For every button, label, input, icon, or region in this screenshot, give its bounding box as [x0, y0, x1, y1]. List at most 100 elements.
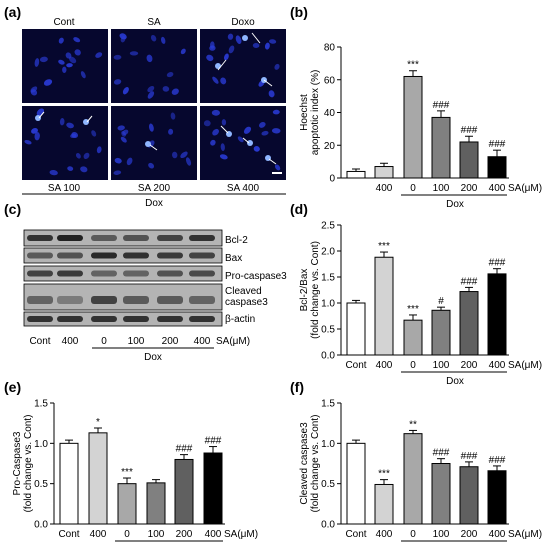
blot-band [123, 296, 149, 304]
chart-b: 0 20 40 60 80 Hoechstapoptotic index (%) 400 **… [299, 43, 542, 211]
bar [459, 141, 479, 179]
micro-label-sa100: SA 100 [48, 183, 81, 194]
nucleus [31, 128, 38, 134]
nucleus [120, 35, 126, 43]
blot-band [57, 296, 83, 304]
significance-label: ### [461, 125, 478, 136]
nucleus [259, 121, 266, 128]
nucleus [126, 157, 133, 166]
significance-label: *** [121, 467, 133, 478]
bar [346, 442, 366, 525]
nucleus [237, 136, 244, 143]
bar [403, 433, 423, 525]
significance-label: ### [205, 436, 222, 447]
apoptotic-nucleus [242, 35, 248, 41]
nucleus [39, 56, 48, 63]
nucleus [34, 58, 40, 67]
band-label-procaspase3: Pro-caspase3 [225, 271, 287, 282]
significance-label: * [96, 417, 100, 428]
nucleus [272, 109, 280, 115]
x-tick-label: 200 [176, 529, 193, 540]
nucleus [261, 130, 269, 136]
blot-band [91, 316, 117, 322]
band-label-bcl2: Bcl-2 [225, 235, 248, 246]
nucleus [67, 166, 74, 171]
x-tick-label: 200 [461, 183, 478, 194]
nucleus [96, 146, 102, 154]
nucleus [170, 112, 176, 120]
lane-label-0: 0 [101, 336, 107, 347]
significance-label: *** [407, 304, 419, 315]
micro-label-cont: Cont [53, 17, 74, 28]
lane-label-400: 400 [62, 336, 79, 347]
bar [403, 75, 423, 179]
blot-band [157, 252, 183, 259]
arrow [217, 59, 227, 71]
nucleus [71, 131, 79, 139]
nucleus [30, 89, 38, 96]
y-tick-label: 2.0 [321, 247, 335, 258]
y-tick-label: 0.5 [34, 479, 48, 490]
blot-strip [23, 283, 223, 311]
nucleus [220, 143, 225, 151]
arrow [251, 32, 261, 44]
apoptosis-arrows [38, 32, 277, 165]
significance-label: ### [461, 276, 478, 287]
x-tick-label: 400 [489, 360, 506, 371]
nucleus [120, 136, 127, 143]
bar [431, 116, 451, 179]
nucleus [269, 39, 277, 44]
blot-band [27, 270, 53, 277]
nucleus [34, 132, 40, 141]
band-label-caspase3: caspase3 [225, 297, 268, 308]
x-unit-label: SA(μM) [224, 529, 258, 540]
bar [346, 302, 366, 356]
x-tick-label: 400 [489, 183, 506, 194]
nucleus [180, 151, 188, 159]
x-tick-label: 400 [489, 529, 506, 540]
western-blot-panel: Bcl-2 Bax Pro-caspase3 Cleaved caspase3 … [23, 229, 287, 363]
nucleus [147, 86, 155, 93]
band-label-bax: Bax [225, 253, 242, 264]
nucleus [69, 56, 77, 64]
x-unit-label: SA(μM) [508, 529, 542, 540]
nucleus [150, 34, 157, 42]
x-tick-label: 100 [148, 529, 165, 540]
blot-dox-label: Dox [144, 352, 162, 363]
nucleus [210, 139, 216, 146]
arrow [149, 144, 158, 151]
nucleus [59, 118, 65, 126]
nucleus [80, 71, 86, 79]
y-tick-label: 1.5 [321, 273, 335, 284]
nucleus [66, 63, 73, 68]
y-tick-label: 20 [324, 141, 336, 152]
blot-band [123, 235, 149, 241]
micro-label-doxo: Doxo [231, 17, 255, 28]
x-tick-label: Cont [345, 529, 366, 540]
nucleus [62, 66, 67, 73]
significance-label: ### [489, 455, 506, 466]
nucleus [113, 54, 122, 60]
nucleus [168, 128, 174, 135]
significance-label: *** [378, 241, 390, 252]
blot-band [189, 252, 215, 259]
bar [374, 256, 394, 356]
blot-band [123, 270, 149, 277]
blot-band [57, 316, 83, 322]
nucleus [49, 169, 58, 176]
blot-band [27, 296, 53, 304]
y-axis-label: Bcl-2/Bax(fold change vs. Cont) [299, 241, 321, 339]
nucleus [148, 123, 154, 132]
nucleus [185, 157, 192, 166]
blot-band [57, 270, 83, 277]
y-tick-label: 0.0 [34, 520, 48, 531]
nucleus [171, 151, 178, 159]
y-tick-label: 80 [324, 43, 336, 54]
lane-unit: SA(μM) [216, 336, 250, 347]
nucleus [122, 129, 129, 135]
micro-dox-label: Dox [145, 198, 163, 209]
nucleus [129, 51, 139, 56]
